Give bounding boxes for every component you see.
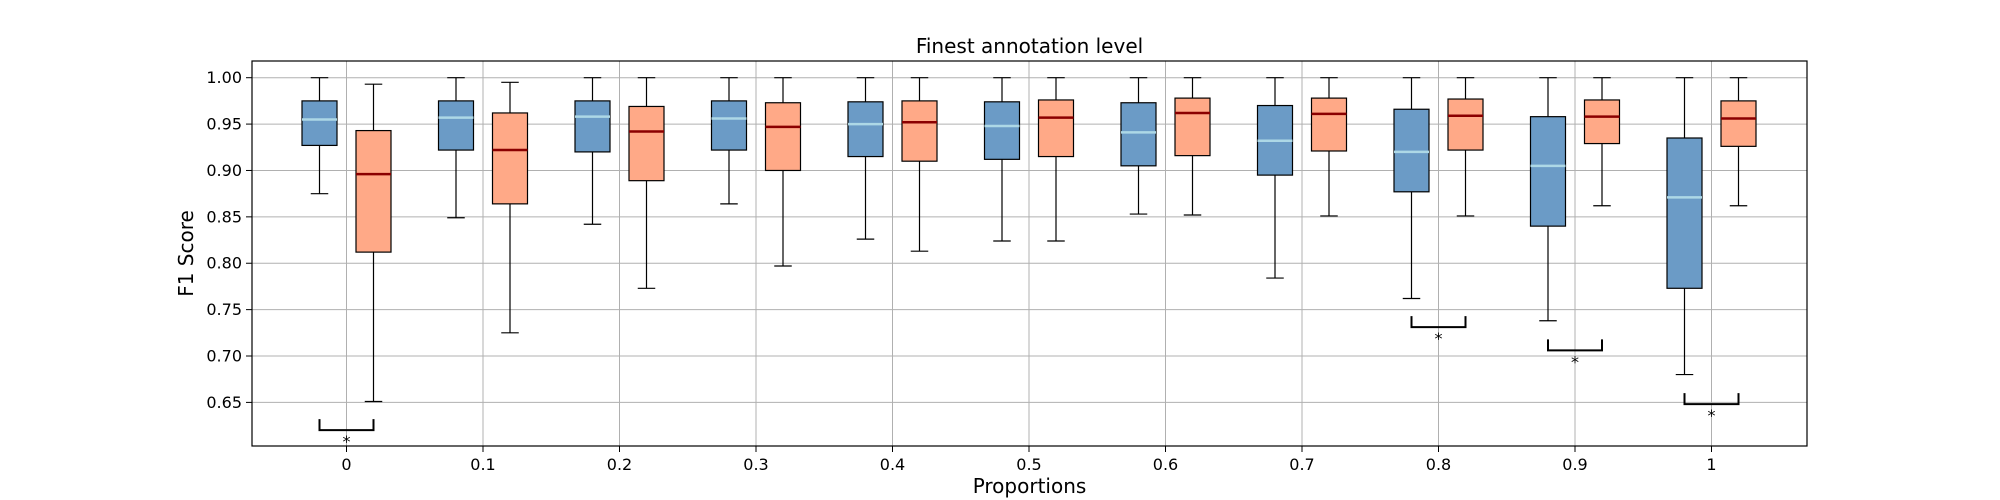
- x-tick-label: 0.6: [1153, 455, 1178, 474]
- box-1-0.7: [1256, 77, 1294, 279]
- box-body: [764, 102, 802, 172]
- box-1-0.9: [1529, 77, 1567, 322]
- box-body: [1529, 116, 1567, 227]
- box-body: [847, 101, 884, 158]
- x-tick-label: 0.1: [470, 455, 495, 474]
- x-axis: 0 0.1 0.2 0.3 0.4 0.5 0.6 0.7 0.8 0.9 1: [341, 446, 1717, 474]
- box-body: [983, 101, 1021, 160]
- box-1-0.4: [847, 77, 884, 240]
- box-2-0.8: [1447, 77, 1484, 217]
- y-tick-label: 0.65: [206, 393, 242, 412]
- x-tick-label: 0.8: [1426, 455, 1451, 474]
- significance-bracket-1: *: [1683, 393, 1740, 425]
- box-1-0.8: [1393, 77, 1430, 300]
- x-tick-label: 1: [1706, 455, 1716, 474]
- box-body: [1583, 99, 1621, 145]
- box-body: [1120, 102, 1157, 167]
- box-body: [1174, 97, 1211, 157]
- x-tick-label: 0: [341, 455, 351, 474]
- significance-star: *: [1435, 329, 1443, 348]
- box-2-0.9: [1583, 77, 1621, 207]
- box-body: [1037, 99, 1075, 158]
- significance-bracket-0.8: *: [1410, 316, 1467, 348]
- box-1-0.2: [574, 77, 611, 225]
- bracket-line: [318, 419, 375, 432]
- box-body: [491, 112, 529, 205]
- box-2-0.6: [1174, 77, 1211, 216]
- x-tick-label: 0.9: [1562, 455, 1587, 474]
- x-tick-label: 0.7: [1289, 455, 1314, 474]
- box-2-0: [355, 83, 392, 403]
- y-tick-label: 0.85: [206, 207, 242, 226]
- box-1-1: [1666, 77, 1703, 376]
- box-body: [1310, 97, 1348, 152]
- box-body: [1447, 98, 1484, 151]
- box-body: [301, 100, 338, 147]
- y-tick-label: 1.00: [206, 68, 242, 87]
- significance-star: *: [343, 432, 351, 451]
- significance-bracket-0: *: [318, 419, 375, 451]
- x-tick-label: 0.5: [1016, 455, 1041, 474]
- chart-title: Finest annotation level: [916, 34, 1143, 58]
- significance-star: *: [1708, 406, 1716, 425]
- box-body: [710, 100, 748, 151]
- y-tick-label: 0.95: [206, 115, 242, 134]
- box-body: [901, 100, 938, 162]
- bracket-line: [1547, 339, 1603, 352]
- box-body: [628, 105, 665, 182]
- significance-star: *: [1571, 352, 1579, 371]
- box-body: [355, 129, 392, 253]
- grid-lines: [252, 61, 1807, 446]
- box-body: [437, 100, 475, 151]
- box-2-0.1: [491, 81, 529, 334]
- y-tick-label: 0.70: [206, 347, 242, 366]
- bracket-line: [1683, 393, 1740, 406]
- box-1-0.1: [437, 77, 475, 219]
- box-2-0.5: [1037, 77, 1075, 242]
- box-1-0.3: [710, 77, 748, 205]
- x-tick-label: 0.4: [880, 455, 905, 474]
- y-tick-label: 0.80: [206, 254, 242, 273]
- box-body: [1393, 108, 1430, 193]
- x-tick-label: 0.2: [607, 455, 632, 474]
- y-tick-label: 0.90: [206, 161, 242, 180]
- y-axis: 0.65 0.70 0.75 0.80 0.85 0.90 0.95 1.00: [206, 68, 252, 412]
- box-body: [574, 100, 611, 153]
- x-tick-label: 0.3: [743, 455, 768, 474]
- box-1-0.5: [983, 77, 1021, 242]
- box-2-0.7: [1310, 77, 1348, 217]
- y-axis-title: F1 Score: [174, 210, 198, 297]
- bracket-line: [1410, 316, 1467, 329]
- box-1-0.6: [1120, 77, 1157, 215]
- box-2-0.3: [764, 77, 802, 267]
- y-tick-label: 0.75: [206, 300, 242, 319]
- box-body: [1666, 137, 1703, 289]
- plot-marks: [301, 77, 1757, 403]
- box-2-0.4: [901, 77, 938, 252]
- box-2-1: [1720, 77, 1757, 207]
- box-2-0.2: [628, 77, 665, 289]
- significance-annotations: * * * *: [318, 316, 1740, 451]
- box-1-0: [301, 77, 338, 195]
- x-axis-title: Proportions: [973, 474, 1087, 498]
- box-body: [1720, 100, 1757, 147]
- significance-bracket-0.9: *: [1547, 339, 1603, 371]
